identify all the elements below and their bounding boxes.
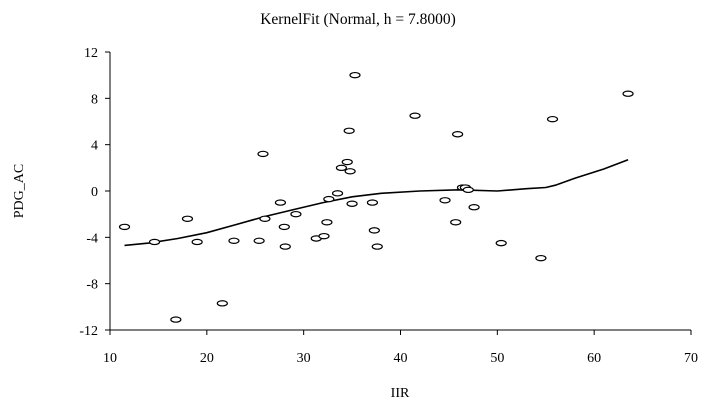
x-tick-label: 40 (394, 351, 408, 366)
y-tick-label: 8 (91, 92, 98, 107)
scatter-point (439, 197, 451, 204)
scatter-point (452, 131, 464, 138)
scatter-point (170, 316, 182, 323)
scatter-point (331, 190, 344, 197)
scatter-point (341, 158, 353, 166)
scatter-point (253, 237, 265, 245)
scatter-point (409, 112, 421, 119)
y-tick-label: -8 (86, 278, 98, 293)
scatter-point (216, 300, 228, 307)
y-axis-title: PDG_AC (12, 164, 27, 218)
scatter-point (318, 232, 330, 240)
y-tick-labels: 12 8 4 0 -4 -8 -12 (79, 46, 98, 339)
chart-title: KernelFit (Normal, h = 7.8000) (260, 11, 456, 28)
scatter-point (191, 238, 203, 246)
scatter-point (343, 127, 355, 134)
scatter-point (323, 195, 335, 203)
scatter-point (321, 219, 333, 226)
axis-ticks (105, 51, 692, 335)
scatter-point (349, 71, 361, 79)
x-tick-label: 70 (684, 351, 698, 366)
scatter-point (228, 237, 240, 245)
scatter-point (279, 243, 291, 250)
scatter-point (546, 115, 559, 123)
scatter-points (118, 71, 634, 323)
scatter-point (278, 223, 290, 231)
x-tick-label: 30 (297, 351, 311, 366)
scatter-point (368, 227, 380, 234)
scatter-point (259, 215, 271, 222)
scatter-point (118, 223, 131, 231)
x-tick-label: 60 (587, 351, 601, 366)
y-tick-label: 0 (91, 185, 98, 200)
kernel-fit-line (124, 158, 629, 247)
scatter-point (462, 186, 474, 194)
scatter-point (257, 150, 269, 158)
scatter-point (450, 219, 462, 226)
scatter-point (344, 168, 356, 175)
scatter-point (468, 204, 480, 211)
scatter-point (535, 254, 547, 262)
x-tick-label: 50 (490, 351, 504, 366)
x-axis-title: IIR (391, 386, 410, 401)
scatter-point (148, 238, 161, 246)
y-tick-label: -4 (86, 231, 98, 246)
scatter-point (290, 210, 302, 218)
y-tick-label: -12 (79, 324, 98, 339)
scatter-point (495, 239, 507, 247)
x-tick-label: 10 (103, 351, 117, 366)
x-tick-label: 20 (200, 351, 214, 366)
scatter-point (274, 199, 287, 206)
scatter-point (371, 243, 383, 250)
y-tick-label: 4 (91, 139, 98, 154)
y-tick-label: 12 (84, 46, 98, 61)
scatter-point (181, 215, 194, 222)
scatter-point (346, 200, 358, 207)
scatter-point (622, 90, 634, 97)
scatter-point (366, 199, 379, 206)
x-tick-labels: 10 20 30 40 50 60 70 (103, 351, 698, 366)
scatter-point (335, 164, 348, 172)
